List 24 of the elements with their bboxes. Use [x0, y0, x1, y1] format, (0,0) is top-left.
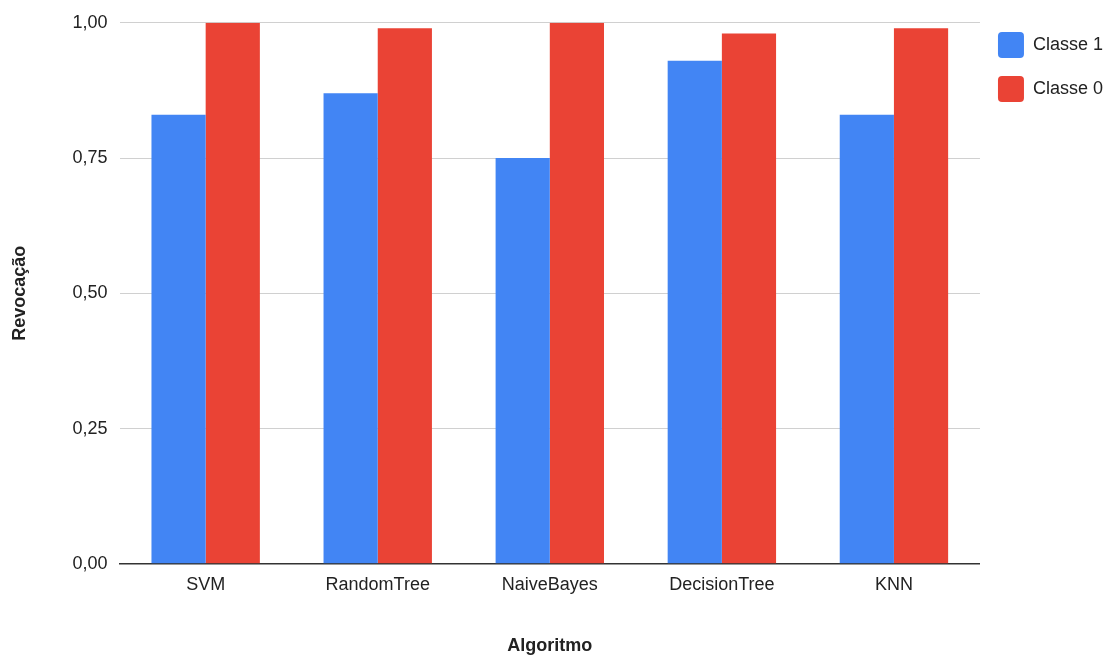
- y-tick-label: 1,00: [72, 11, 108, 32]
- bar: [549, 22, 604, 564]
- bar: [721, 33, 777, 564]
- bar: [205, 22, 260, 564]
- legend-label: Classe 0: [1032, 77, 1103, 98]
- y-axis-title: Revocação: [8, 245, 29, 341]
- y-tick-label: 0,75: [72, 147, 108, 168]
- bar: [377, 28, 432, 564]
- y-tick-label: 0,00: [72, 552, 108, 573]
- y-tick-label: 0,25: [72, 417, 108, 438]
- bar: [893, 28, 949, 564]
- bar: [839, 114, 894, 564]
- x-tick-label: DecisionTree: [669, 573, 775, 594]
- x-tick-label: KNN: [874, 573, 913, 594]
- x-axis-title: Algoritmo: [507, 635, 593, 656]
- bar: [323, 93, 378, 564]
- bar: [495, 158, 550, 564]
- legend-label: Classe 1: [1032, 33, 1103, 54]
- x-tick-label: SVM: [186, 573, 226, 594]
- y-tick-label: 0,50: [72, 282, 108, 303]
- bar: [667, 60, 722, 564]
- x-tick-label: NaiveBayes: [501, 573, 598, 594]
- bar: [151, 114, 206, 564]
- x-tick-label: RandomTree: [325, 573, 430, 594]
